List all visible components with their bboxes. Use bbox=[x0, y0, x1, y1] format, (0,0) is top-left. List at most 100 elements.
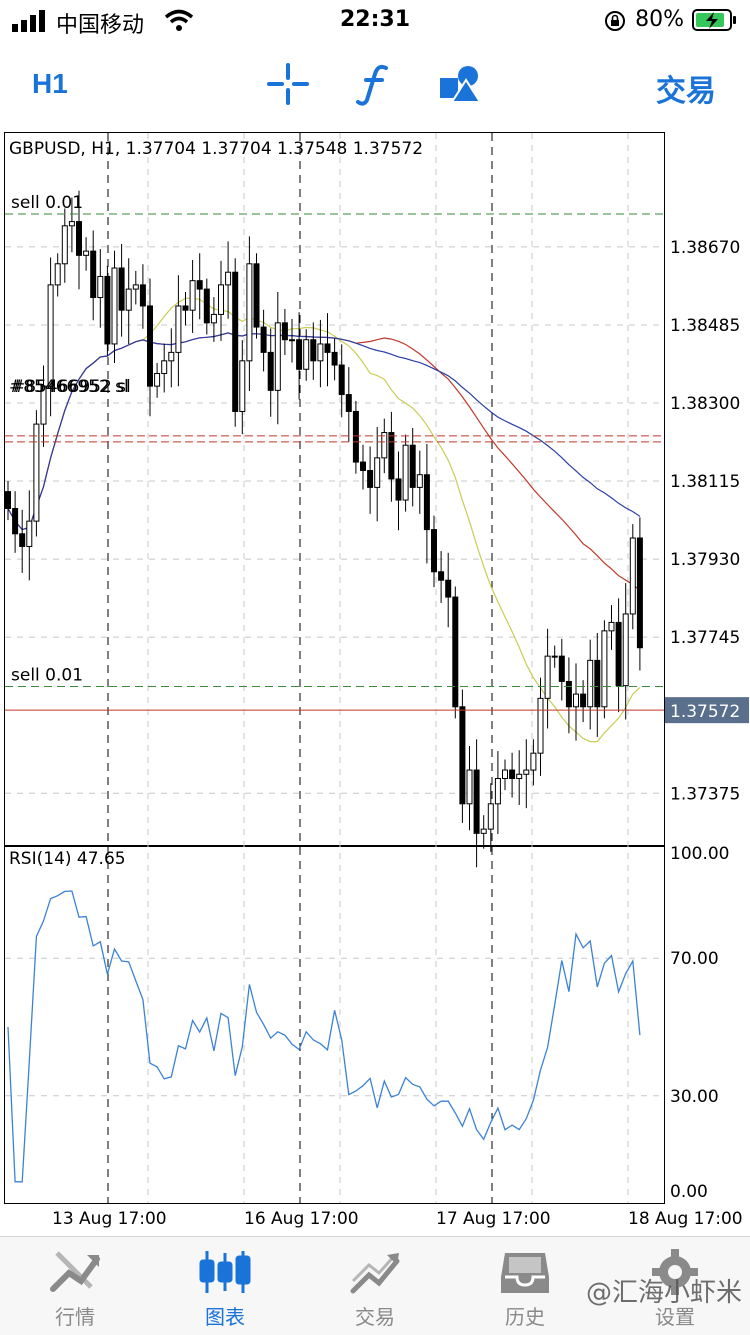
bear-candle bbox=[452, 596, 459, 708]
tab-settings-label: 设置 bbox=[655, 1305, 695, 1329]
history-icon bbox=[501, 1253, 549, 1293]
bull-candle bbox=[83, 250, 90, 256]
tab-bar: 行情 图表 交易 历史 bbox=[0, 1236, 750, 1335]
timeframe-button[interactable]: H1 bbox=[32, 68, 68, 99]
bear-candle bbox=[5, 491, 11, 509]
bear-candle bbox=[196, 280, 203, 290]
bull-candle bbox=[303, 339, 310, 370]
trade-icon bbox=[350, 1253, 400, 1294]
bull-candle bbox=[374, 457, 381, 488]
rsi-line bbox=[7, 890, 641, 1183]
bull-candle bbox=[239, 360, 246, 412]
tab-trade[interactable]: 交易 bbox=[300, 1237, 450, 1335]
bull-candle bbox=[47, 284, 54, 387]
bear-candle bbox=[19, 533, 26, 547]
bull-candle bbox=[26, 520, 33, 547]
bull-candle bbox=[608, 621, 615, 632]
chart-toolbar: H1 交易 bbox=[0, 48, 750, 124]
battery-icon bbox=[692, 9, 736, 31]
bull-candle bbox=[161, 360, 168, 374]
bull-candle bbox=[530, 752, 537, 771]
bear-candle bbox=[296, 339, 303, 370]
bull-candle bbox=[97, 275, 104, 299]
bull-candle bbox=[154, 372, 161, 387]
time-tick-label: 17 Aug 17:00 bbox=[436, 1209, 551, 1229]
function-icon[interactable] bbox=[352, 62, 396, 106]
price-tick-label: 1.38300 bbox=[670, 394, 740, 414]
bear-candle bbox=[267, 351, 274, 391]
tab-history-label: 历史 bbox=[505, 1305, 545, 1329]
bull-candle bbox=[629, 537, 636, 615]
bull-candle bbox=[189, 280, 196, 311]
bear-candle bbox=[324, 343, 331, 353]
watermark: @汇海小虾米 bbox=[585, 1278, 742, 1308]
bull-candle bbox=[494, 777, 501, 805]
bull-candle bbox=[225, 271, 232, 286]
current-price-badge bbox=[665, 697, 749, 724]
bear-candle bbox=[182, 305, 189, 311]
bear-candle bbox=[438, 571, 445, 581]
bear-candle bbox=[310, 339, 317, 362]
bull-candle bbox=[61, 225, 68, 265]
tab-chart[interactable]: 图表 bbox=[150, 1237, 300, 1335]
price-tick-label: 1.38485 bbox=[670, 316, 740, 336]
bull-candle bbox=[175, 305, 182, 353]
bear-candle bbox=[118, 267, 125, 311]
bull-candle bbox=[416, 474, 423, 488]
bear-candle bbox=[203, 288, 210, 324]
quotes-icon bbox=[50, 1251, 100, 1292]
price-tick-label: 1.37745 bbox=[670, 628, 740, 648]
bear-candle bbox=[104, 275, 111, 345]
sl-label-2: #85466952 sl bbox=[11, 377, 131, 397]
bull-candle bbox=[132, 284, 139, 290]
bull-candle bbox=[480, 828, 487, 834]
bear-candle bbox=[367, 470, 374, 488]
trade-button[interactable]: 交易 bbox=[656, 74, 716, 109]
bull-candle bbox=[523, 769, 530, 775]
tab-quotes-label: 行情 bbox=[55, 1305, 95, 1329]
chart-area[interactable]: 1.38670 1.38485 1.38300 1.38115 1.37930 1.377… bbox=[0, 130, 750, 1234]
bull-candle bbox=[54, 263, 61, 286]
tab-history[interactable]: 历史 bbox=[450, 1237, 600, 1335]
order-label: sell 0.01 bbox=[11, 193, 83, 213]
objects-icon[interactable] bbox=[438, 62, 482, 106]
bull-candle bbox=[33, 423, 40, 522]
ma-mid-line bbox=[7, 332, 641, 592]
bear-candle bbox=[509, 769, 516, 779]
time-tick-label: 18 Aug 17:00 bbox=[628, 1209, 743, 1229]
bull-candle bbox=[502, 769, 508, 779]
tab-trade-label: 交易 bbox=[355, 1305, 395, 1329]
bear-candle bbox=[253, 263, 260, 328]
price-tick-label: 1.37930 bbox=[670, 550, 740, 570]
bull-candle bbox=[111, 267, 118, 345]
bull-candle bbox=[537, 697, 544, 754]
bear-candle bbox=[232, 271, 239, 412]
wifi-icon bbox=[164, 9, 194, 31]
bull-candle bbox=[487, 803, 494, 830]
signal-icon bbox=[12, 10, 45, 32]
bear-candle bbox=[360, 461, 366, 472]
bull-candle bbox=[317, 343, 324, 362]
bear-candle bbox=[431, 529, 437, 573]
rsi-tick-label: 70.00 bbox=[670, 949, 719, 969]
bull-candle bbox=[466, 769, 473, 805]
bear-candle bbox=[615, 621, 622, 687]
tab-quotes[interactable]: 行情 bbox=[0, 1237, 150, 1335]
rsi-label: RSI(14) 47.65 bbox=[9, 849, 126, 869]
bull-candle bbox=[274, 322, 281, 391]
bear-candle bbox=[76, 221, 82, 256]
rsi-tick-label: 100.00 bbox=[670, 844, 729, 864]
tab-settings[interactable]: 设置 bbox=[600, 1237, 750, 1335]
price-chart[interactable]: 1.38670 1.38485 1.38300 1.38115 1.37930 1.377… bbox=[0, 130, 750, 1234]
sl-label-1: #85466952 sl bbox=[9, 377, 129, 397]
bear-candle bbox=[409, 444, 416, 488]
bear-candle bbox=[565, 680, 572, 708]
crosshair-icon[interactable] bbox=[266, 62, 310, 106]
bear-candle bbox=[636, 537, 643, 649]
bull-candle bbox=[40, 385, 47, 425]
bear-candle bbox=[260, 326, 267, 353]
bear-candle bbox=[147, 305, 153, 387]
bull-candle bbox=[125, 288, 132, 311]
bull-candle bbox=[544, 655, 551, 699]
current-price-label: 1.37572 bbox=[670, 702, 740, 722]
